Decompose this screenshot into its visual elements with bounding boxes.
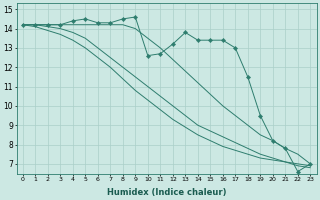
X-axis label: Humidex (Indice chaleur): Humidex (Indice chaleur) bbox=[107, 188, 226, 197]
